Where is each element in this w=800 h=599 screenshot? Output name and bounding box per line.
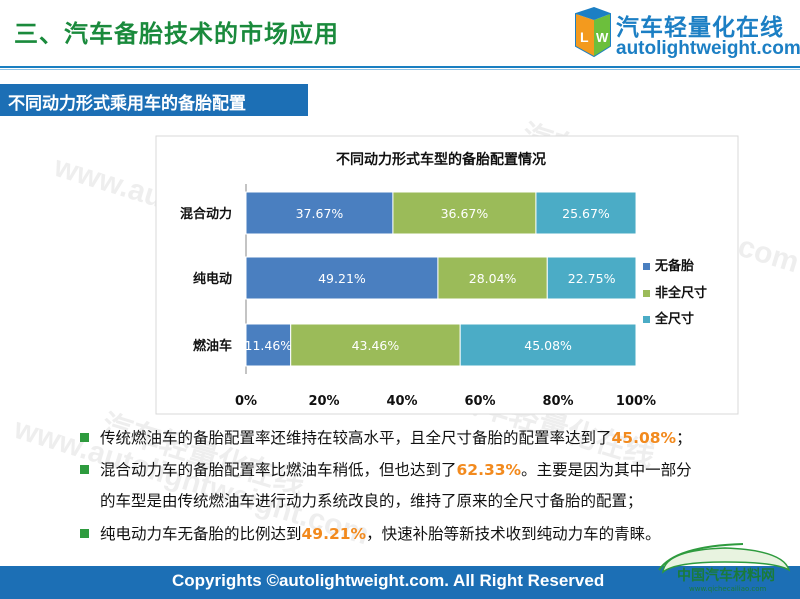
bar-segment — [459, 323, 637, 367]
x-tick-label: 20% — [308, 394, 339, 409]
bullet-text: 混合动力车的备胎配置率比燃油车稍低，但也达到了62.33%。主要是因为其中一部分 — [100, 458, 692, 480]
bar-segment — [245, 323, 292, 367]
data-label: 11.46% — [245, 338, 293, 353]
data-label: 43.46% — [352, 338, 400, 353]
title-divider — [0, 66, 800, 68]
x-tick-label: 80% — [542, 394, 573, 409]
bar-segment — [290, 323, 461, 367]
legend-swatch — [643, 316, 650, 323]
bullet-text-part: 传统燃油车的备胎配置率还维持在较高水平，且全尺寸备胎的配置率达到了 — [100, 429, 612, 447]
bullet-text-part: 混合动力车的备胎配置率比燃油车稍低，但也达到了 — [100, 461, 457, 479]
logo-text-en: autolightweight.com — [616, 38, 800, 59]
bullet-text-part: 的车型是由传统燃油车进行动力系统改良的，维持了原来的全尺寸备胎的配置； — [100, 492, 643, 510]
category-label: 纯电动 — [193, 271, 232, 287]
legend-swatch — [643, 263, 650, 270]
footer-copyright: Copyrights ©autolightweight.com. All Rig… — [172, 571, 605, 590]
bar-segment — [437, 256, 548, 300]
bullet-highlight: 62.33% — [456, 461, 522, 479]
data-label: 45.08% — [524, 338, 572, 353]
data-label: 37.67% — [296, 206, 344, 221]
partner-badge: 中国汽车材料网 www.qichecailiao.com — [658, 543, 791, 593]
bullet-highlight: 49.21% — [301, 525, 367, 543]
bullet-text: 的车型是由传统燃油车进行动力系统改良的，维持了原来的全尺寸备胎的配置； — [100, 489, 643, 511]
logo-text-cn: 汽车轻量化在线 — [616, 15, 784, 41]
badge-text-cn: 中国汽车材料网 — [677, 567, 775, 584]
footer-bar: Copyrights ©autolightweight.com. All Rig… — [0, 566, 800, 599]
x-tick-label: 40% — [386, 394, 417, 409]
data-label: 25.67% — [562, 206, 610, 221]
data-label: 36.67% — [441, 206, 489, 221]
x-tick-label: 100% — [616, 394, 656, 409]
logo-cube-icon: L W — [575, 6, 611, 58]
section-header: 不同动力形式乘用车的备胎配置 — [0, 84, 308, 116]
section-label: 不同动力形式乘用车的备胎配置 — [8, 94, 246, 114]
legend-label: 全尺寸 — [654, 311, 694, 327]
bullet-marker — [80, 529, 89, 538]
bar-segment — [245, 191, 394, 235]
bar-segment — [392, 191, 537, 235]
bullet-text-part: ； — [676, 429, 692, 447]
category-label: 混合动力 — [180, 206, 232, 222]
page-title: 三、汽车备胎技术的市场应用 — [14, 20, 339, 48]
title-divider-thin — [0, 69, 800, 70]
swoosh-icon — [662, 547, 791, 574]
chart-title: 不同动力形式车型的备胎配置情况 — [336, 151, 546, 168]
bullet-text-part: 纯电动力车无备胎的比例达到 — [100, 525, 302, 543]
bullet-text-part: 。主要是因为其中一部分 — [521, 461, 692, 479]
bullet-marker — [80, 465, 89, 474]
badge-text-en: www.qichecailiao.com — [689, 585, 767, 593]
bullet-text: 纯电动力车无备胎的比例达到49.21%，快速补胎等新技术收到纯动力车的青睐。 — [100, 522, 661, 544]
brand-logo: L W 汽车轻量化在线 autolightweight.com — [572, 6, 800, 64]
bar-segment — [535, 191, 637, 235]
svg-text:W: W — [596, 30, 609, 45]
bullet-text-part: ，快速补胎等新技术收到纯动力车的青睐。 — [366, 525, 661, 543]
data-label: 49.21% — [318, 271, 366, 286]
x-tick-label: 0% — [235, 394, 257, 409]
bar-segment — [546, 256, 637, 300]
category-label: 燃油车 — [193, 338, 232, 354]
data-label: 22.75% — [568, 271, 616, 286]
legend-label: 非全尺寸 — [655, 285, 707, 301]
bullet-text: 传统燃油车的备胎配置率还维持在较高水平，且全尺寸备胎的配置率达到了45.08%； — [100, 426, 692, 448]
x-tick-label: 60% — [464, 394, 495, 409]
data-label: 28.04% — [469, 271, 517, 286]
svg-text:L: L — [580, 29, 589, 45]
legend-label: 无备胎 — [654, 258, 694, 274]
bullet-highlight: 45.08% — [611, 429, 677, 447]
bar-segment — [245, 256, 439, 300]
legend-swatch — [643, 290, 650, 297]
bullet-marker — [80, 433, 89, 442]
